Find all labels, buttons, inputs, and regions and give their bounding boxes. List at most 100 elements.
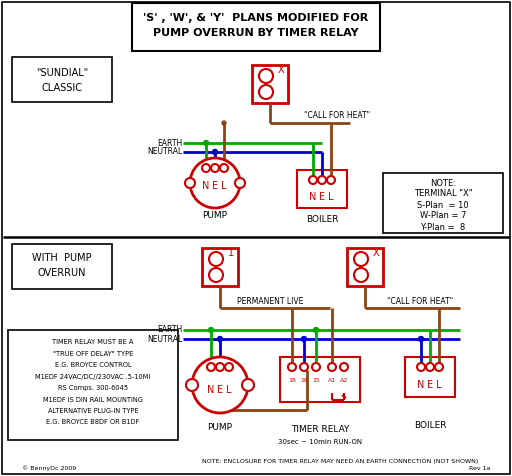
Text: PUMP: PUMP [207,423,232,432]
Circle shape [318,176,326,184]
Circle shape [418,337,423,341]
Circle shape [190,158,240,208]
Circle shape [327,176,335,184]
Bar [383,173,503,233]
Text: 'S' , 'W', & 'Y'  PLANS MODIFIED FOR: 'S' , 'W', & 'Y' PLANS MODIFIED FOR [143,13,369,23]
Circle shape [218,337,223,341]
Circle shape [259,85,273,99]
Text: L: L [226,385,232,395]
Text: L: L [328,192,334,202]
Text: NOTE: ENCLOSURE FOR TIMER RELAY MAY NEED AN EARTH CONNECTION (NOT SHOWN): NOTE: ENCLOSURE FOR TIMER RELAY MAY NEED… [202,459,478,465]
Text: PUMP: PUMP [203,211,227,220]
Text: NOTE:: NOTE: [430,178,456,188]
Text: WITH  PUMP: WITH PUMP [32,253,92,263]
Text: Y-Plan =  8: Y-Plan = 8 [420,222,465,231]
Circle shape [202,164,210,172]
Circle shape [208,327,214,333]
Text: S-Plan  = 10: S-Plan = 10 [417,200,469,209]
Circle shape [288,363,296,371]
Circle shape [309,176,317,184]
Bar [8,330,178,440]
Text: NEUTRAL: NEUTRAL [147,335,182,344]
Circle shape [354,268,368,282]
Circle shape [417,363,425,371]
Text: EARTH: EARTH [157,326,182,335]
Circle shape [225,363,233,371]
Text: TIMER RELAY MUST BE A: TIMER RELAY MUST BE A [52,339,134,345]
Text: E: E [319,192,325,202]
Circle shape [235,178,245,188]
Circle shape [259,69,273,83]
Circle shape [186,379,198,391]
Text: N: N [417,380,424,390]
Circle shape [435,363,443,371]
Circle shape [242,379,254,391]
Text: X: X [278,65,284,75]
Circle shape [203,140,208,146]
Text: BOILER: BOILER [306,216,338,225]
Bar [405,357,455,397]
Circle shape [220,164,228,172]
Text: N: N [207,385,215,395]
Circle shape [209,252,223,266]
Circle shape [212,149,218,155]
Circle shape [313,327,318,333]
Bar [347,248,383,286]
Text: "CALL FOR HEAT": "CALL FOR HEAT" [304,110,370,119]
Text: CLASSIC: CLASSIC [41,83,82,93]
Circle shape [328,363,336,371]
Circle shape [209,268,223,282]
Text: E.G. BROYCE CONTROL: E.G. BROYCE CONTROL [55,362,131,368]
Text: X: X [373,248,379,258]
Text: RS Comps. 300-6045: RS Comps. 300-6045 [58,385,128,391]
Text: PUMP OVERRUN BY TIMER RELAY: PUMP OVERRUN BY TIMER RELAY [153,28,359,38]
Text: N: N [202,181,210,191]
Text: E: E [212,181,218,191]
Circle shape [312,363,320,371]
Text: © BennyDc 2009: © BennyDc 2009 [22,465,76,471]
Bar [252,65,288,103]
Text: 15: 15 [312,377,320,383]
Circle shape [216,363,224,371]
Circle shape [354,252,368,266]
Circle shape [302,337,307,341]
Text: E: E [427,380,433,390]
Circle shape [300,363,308,371]
Text: "TRUE OFF DELAY" TYPE: "TRUE OFF DELAY" TYPE [53,350,133,357]
Bar [280,357,360,402]
Text: EARTH: EARTH [157,139,182,148]
Bar [202,248,238,286]
Text: ALTERNATIVE PLUG-IN TYPE: ALTERNATIVE PLUG-IN TYPE [48,408,138,414]
Text: W-Plan = 7: W-Plan = 7 [420,211,466,220]
Text: N: N [309,192,317,202]
Circle shape [192,357,248,413]
Text: E.G. BROYCE B8DF OR B1DF: E.G. BROYCE B8DF OR B1DF [47,419,140,426]
Text: Rev 1a: Rev 1a [468,466,490,470]
Text: M1EDF IS DIN RAIL MOUNTING: M1EDF IS DIN RAIL MOUNTING [43,397,143,403]
Circle shape [340,363,348,371]
Circle shape [185,178,195,188]
Circle shape [222,121,226,125]
Circle shape [211,164,219,172]
Text: TIMER RELAY: TIMER RELAY [291,426,349,435]
Text: L: L [436,380,442,390]
Bar [12,244,112,289]
Text: 1: 1 [228,248,234,258]
Text: BOILER: BOILER [414,420,446,429]
Text: NEUTRAL: NEUTRAL [147,148,182,157]
Text: A1: A1 [328,377,336,383]
Text: PERMANENT LIVE: PERMANENT LIVE [237,298,303,307]
Bar [297,170,347,208]
Text: 18: 18 [288,377,296,383]
Text: 30sec ~ 10min RUN-ON: 30sec ~ 10min RUN-ON [278,439,362,445]
Text: OVERRUN: OVERRUN [38,268,86,278]
Text: E: E [217,385,223,395]
Text: "CALL FOR HEAT": "CALL FOR HEAT" [387,298,453,307]
Circle shape [426,363,434,371]
Bar [12,57,112,102]
Circle shape [207,363,215,371]
Text: M1EDF 24VAC/DC//230VAC .5-10MI: M1EDF 24VAC/DC//230VAC .5-10MI [35,374,151,379]
Bar [132,3,380,51]
Text: L: L [221,181,227,191]
Text: 16: 16 [300,377,308,383]
